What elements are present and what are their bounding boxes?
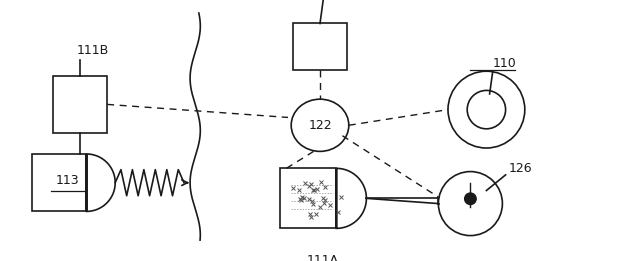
- Text: 113: 113: [56, 174, 79, 187]
- Circle shape: [467, 90, 506, 129]
- Circle shape: [438, 171, 502, 236]
- Bar: [52, 76, 108, 133]
- Text: 111B: 111B: [77, 44, 109, 57]
- Bar: [293, 23, 348, 70]
- Circle shape: [465, 193, 476, 205]
- Text: 122: 122: [308, 119, 332, 132]
- Ellipse shape: [291, 99, 349, 151]
- Circle shape: [448, 71, 525, 148]
- Text: 111A: 111A: [307, 254, 339, 261]
- Bar: [280, 168, 337, 228]
- Bar: [32, 154, 86, 211]
- Polygon shape: [337, 168, 366, 228]
- Text: 126: 126: [509, 162, 532, 175]
- Text: 110: 110: [493, 57, 516, 70]
- Polygon shape: [86, 154, 115, 211]
